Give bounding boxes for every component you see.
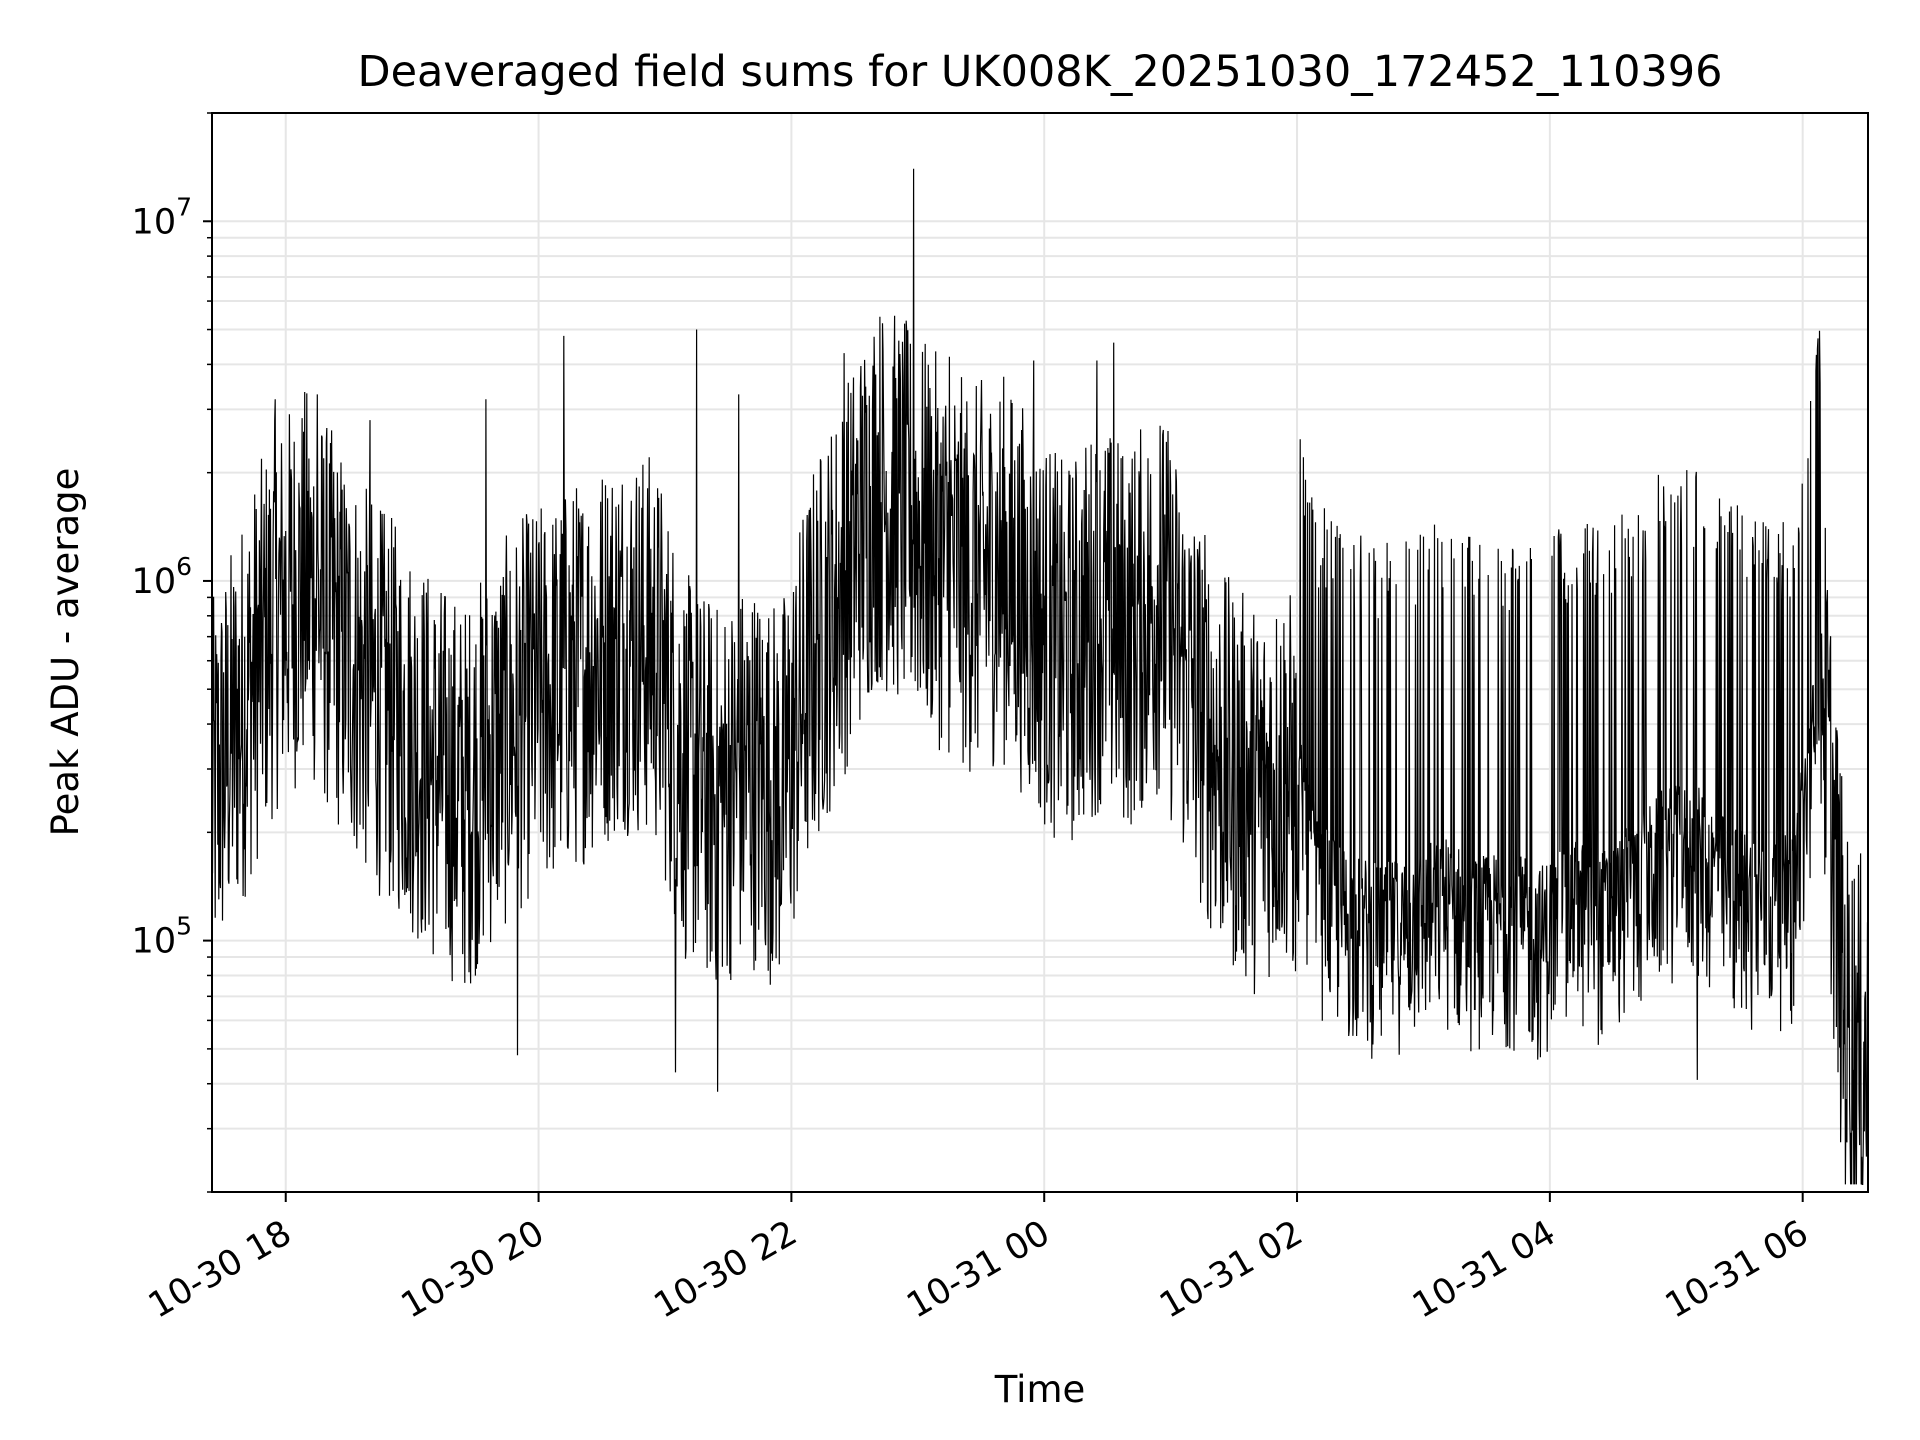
y-tick-label: 105 bbox=[132, 912, 192, 962]
y-tick-exponent: 5 bbox=[176, 912, 192, 941]
data-line bbox=[211, 168, 1869, 1186]
chart-title: Deaveraged field sums for UK008K_2025103… bbox=[357, 47, 1722, 97]
y-tick-label: 107 bbox=[132, 192, 192, 242]
y-tick-base: 10 bbox=[132, 922, 177, 962]
plot-frame bbox=[211, 112, 1869, 1193]
y-tick-exponent: 7 bbox=[176, 192, 192, 221]
y-tick-exponent: 6 bbox=[176, 552, 192, 581]
x-axis-label: Time bbox=[994, 1368, 1086, 1411]
y-tick-base: 10 bbox=[132, 202, 177, 242]
y-tick-label: 106 bbox=[132, 552, 192, 602]
y-tick-base: 10 bbox=[132, 562, 177, 602]
y-axis-label: Peak ADU - average bbox=[44, 468, 87, 837]
data-line-group bbox=[211, 168, 1869, 1186]
